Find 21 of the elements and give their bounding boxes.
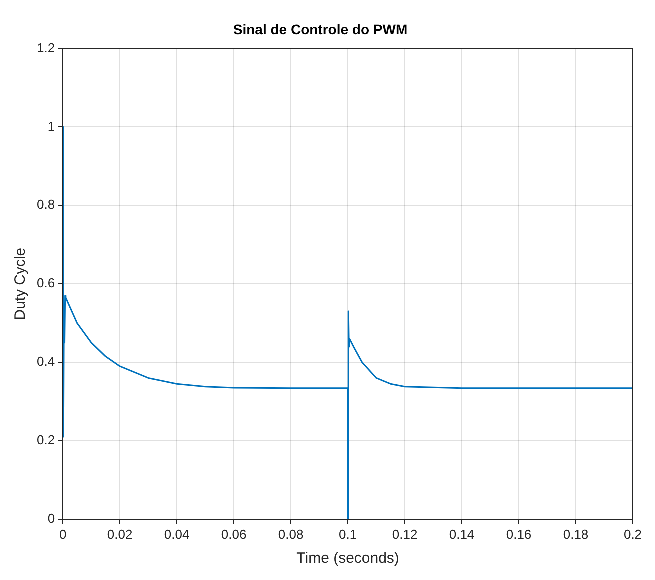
x-tick-label: 0.2 [624,526,642,542]
x-tick-label: 0.02 [107,526,133,542]
x-tick-label: 0.16 [506,526,532,542]
x-tick-label: 0.06 [221,526,247,542]
x-axis-title: Time (seconds) [296,550,400,568]
y-tick-label: 0.4 [36,354,56,370]
x-tick-label: 0.14 [449,526,475,542]
x-tick-label: 0.1 [338,526,358,542]
y-axis-title: Duty Cycle [12,248,30,320]
x-tick-label: 0.18 [563,526,589,542]
chart-title: Sinal de Controle do PWM [233,21,408,38]
y-tick-label: 0.6 [36,276,56,291]
y-tick-label: 1.2 [36,40,56,56]
y-tick-label: 1 [48,118,56,134]
x-tick-label: 0 [59,526,67,542]
x-tick-label: 0.04 [164,526,190,542]
y-tick-label: 0.2 [36,432,56,448]
y-tick-label: 0 [48,510,56,526]
x-tick-label: 0.12 [392,526,418,542]
y-tick-label: 0.8 [36,197,56,212]
x-tick-label: 0.08 [278,526,304,542]
